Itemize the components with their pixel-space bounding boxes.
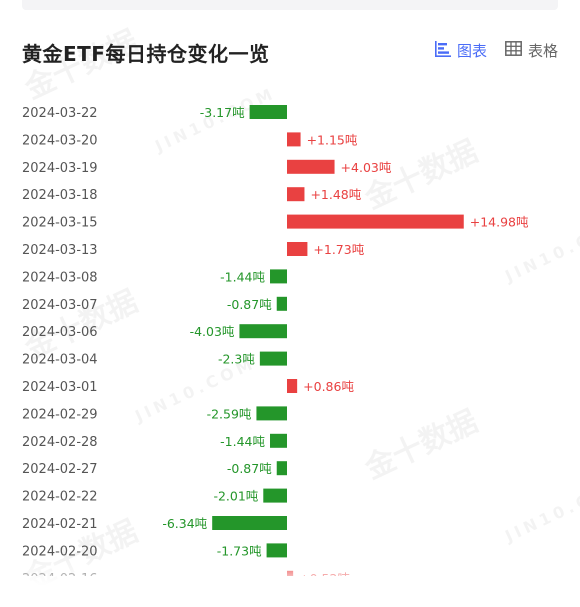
bar[interactable] [212, 516, 287, 530]
bar[interactable] [263, 488, 287, 503]
bar[interactable] [276, 296, 287, 311]
category-label: 2024-03-01 [22, 380, 98, 395]
bar-chart-icon [434, 40, 451, 61]
category-label: 2024-03-13 [22, 243, 98, 258]
category-label: 2024-03-18 [22, 188, 98, 203]
category-label: 2024-02-22 [22, 490, 98, 505]
value-label: -2.59吨 [207, 406, 252, 421]
value-label: -2.3吨 [218, 352, 255, 367]
bar[interactable] [239, 324, 287, 339]
bar[interactable] [287, 132, 301, 147]
category-label: 2024-02-28 [22, 435, 98, 450]
value-label: +4.03吨 [341, 160, 392, 175]
bar[interactable] [287, 187, 305, 202]
category-label: 2024-03-22 [22, 106, 98, 121]
table-view-tab[interactable]: 表格 [505, 40, 558, 61]
value-label: -3.17吨 [200, 105, 245, 120]
category-label: 2024-02-21 [22, 517, 98, 532]
bar[interactable] [276, 461, 287, 476]
table-view-label: 表格 [527, 42, 558, 60]
bar[interactable] [287, 214, 464, 229]
category-label: 2024-03-15 [22, 216, 98, 231]
bar[interactable] [287, 242, 308, 256]
chart-view-label: 图表 [456, 42, 487, 60]
bar[interactable] [270, 269, 287, 284]
holdings-bar-chart: 2024-03-22 -3.17吨 2024-03-20 +1.15吨 2024-03-… [22, 105, 529, 576]
table-icon [505, 41, 522, 60]
value-label: +1.48吨 [310, 187, 361, 202]
value-label: -0.87吨 [227, 297, 272, 312]
top-strip [22, 0, 558, 10]
value-label: -1.44吨 [220, 434, 265, 449]
value-label: +0.86吨 [303, 379, 354, 394]
category-label: 2024-03-07 [22, 298, 98, 313]
value-label: +1.73吨 [313, 242, 364, 257]
category-label: 2024-03-08 [22, 270, 98, 285]
page-header: 黄金ETF每日持仓变化一览 图表 [0, 28, 580, 72]
category-label: 2024-02-20 [22, 544, 98, 559]
bar[interactable] [287, 379, 298, 393]
category-label: 2024-02-29 [22, 407, 98, 422]
category-label: 2024-03-04 [22, 353, 98, 368]
chart-area: 2024-03-22 -3.17吨 2024-03-20 +1.15吨 2024-03-… [0, 96, 580, 576]
category-label: 2024-03-20 [22, 133, 98, 148]
value-label: -6.34吨 [162, 516, 207, 531]
value-label: +1.15吨 [307, 132, 358, 147]
bar[interactable] [287, 159, 335, 174]
bottom-fade [0, 560, 580, 607]
view-toggle: 图表 表格 [434, 40, 558, 61]
value-label: -2.01吨 [213, 489, 258, 504]
value-label: -1.44吨 [220, 269, 265, 284]
bar[interactable] [256, 406, 287, 421]
bar[interactable] [259, 351, 287, 366]
value-label: -1.73吨 [217, 543, 262, 558]
bar[interactable] [249, 105, 287, 119]
value-label: +14.98吨 [470, 215, 529, 230]
category-label: 2024-03-19 [22, 161, 98, 176]
bar[interactable] [270, 433, 287, 448]
chart-view-tab[interactable]: 图表 [434, 40, 487, 61]
category-label: 2024-02-27 [22, 462, 98, 477]
bar[interactable] [266, 543, 287, 558]
value-label: -0.87吨 [227, 461, 272, 476]
page-title: 黄金ETF每日持仓变化一览 [22, 42, 270, 66]
category-label: 2024-03-06 [22, 325, 98, 340]
value-label: -4.03吨 [190, 324, 235, 339]
